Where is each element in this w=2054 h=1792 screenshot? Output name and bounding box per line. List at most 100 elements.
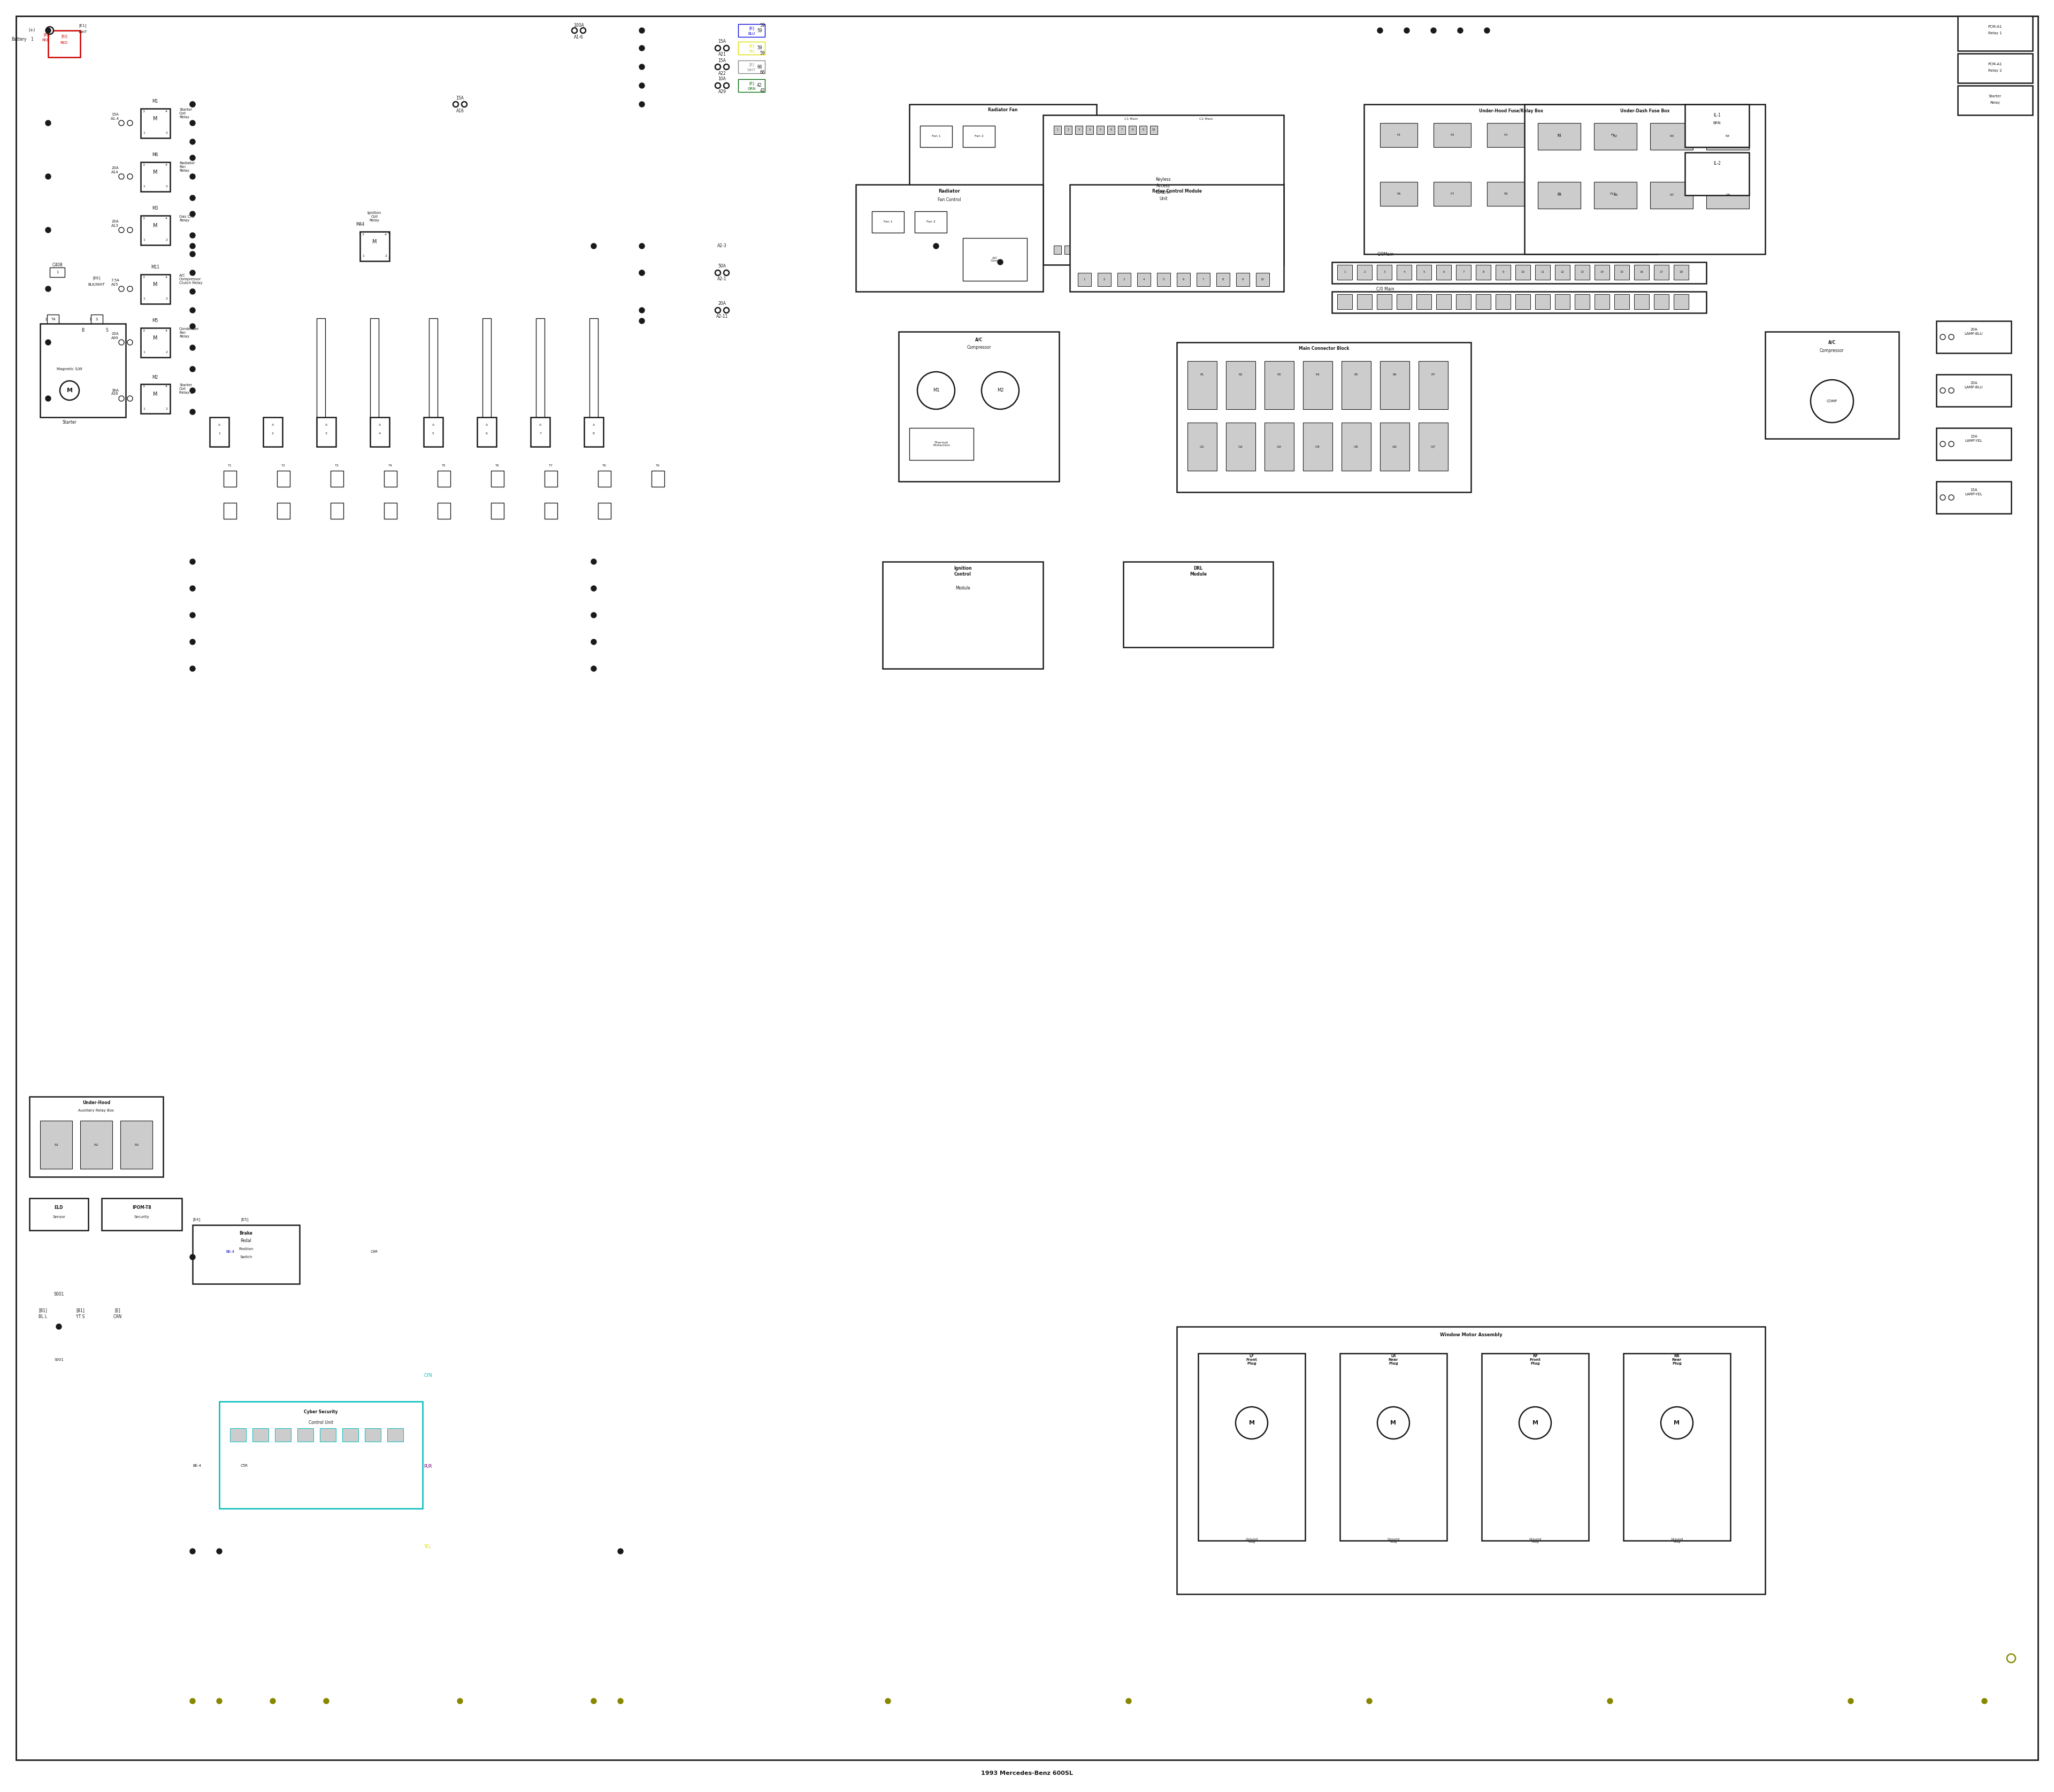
Bar [370, 319, 378, 425]
Text: 8: 8 [594, 432, 596, 435]
Text: R2: R2 [1612, 134, 1619, 138]
Text: A/C: A/C [976, 337, 982, 342]
Text: 15A
LAMP-YEL: 15A LAMP-YEL [1966, 435, 1982, 443]
Text: BRN: BRN [1713, 122, 1721, 125]
Text: LR
Rear
Plug: LR Rear Plug [1389, 1355, 1399, 1366]
Text: Starter
Coil
Relay: Starter Coil Relay [179, 108, 193, 118]
Text: F1: F1 [1397, 133, 1401, 136]
Bar [1197, 272, 1210, 287]
Text: [E]: [E] [115, 1308, 121, 1314]
Circle shape [723, 45, 729, 50]
Bar [29, 1199, 88, 1231]
Text: Q5: Q5 [1354, 446, 1358, 448]
Bar [1376, 265, 1393, 280]
Bar [1635, 294, 1649, 310]
Text: P5: P5 [1354, 373, 1358, 376]
Text: 2: 2 [164, 238, 168, 242]
Text: 2: 2 [164, 407, 168, 410]
Circle shape [1941, 387, 1945, 392]
Text: P6: P6 [1393, 373, 1397, 376]
Bar [316, 319, 325, 425]
Text: M: M [152, 170, 158, 176]
Bar [1516, 294, 1530, 310]
Bar [589, 319, 598, 425]
Bar [1187, 360, 1216, 409]
Text: P7: P7 [1432, 373, 1436, 376]
Circle shape [715, 82, 721, 88]
Bar [1635, 265, 1649, 280]
Bar [1538, 124, 1582, 151]
Text: Ignition
Coil
Relay: Ignition Coil Relay [368, 211, 382, 222]
Circle shape [715, 308, 721, 314]
Text: A16: A16 [456, 108, 464, 113]
Bar [140, 383, 170, 414]
Circle shape [982, 371, 1019, 409]
Bar [210, 418, 228, 446]
Bar [423, 418, 444, 446]
Bar [1337, 265, 1352, 280]
Text: 3: 3 [362, 233, 364, 235]
Text: 3: 3 [359, 233, 362, 235]
Bar [1614, 265, 1629, 280]
Text: BLU: BLU [748, 32, 756, 36]
Text: M1: M1 [933, 389, 939, 392]
Bar [140, 109, 170, 138]
Bar [477, 418, 497, 446]
Text: M: M [152, 335, 158, 340]
Text: 4: 4 [164, 330, 168, 332]
Text: 4: 4 [164, 217, 168, 220]
Text: 3: 3 [144, 109, 146, 113]
Circle shape [458, 1699, 462, 1704]
Bar [1417, 294, 1432, 310]
Text: Cyber Security: Cyber Security [304, 1410, 339, 1414]
Text: A22: A22 [719, 72, 725, 75]
Circle shape [127, 287, 134, 292]
Text: 4: 4 [164, 276, 168, 278]
Text: 17: 17 [1660, 271, 1664, 274]
Bar [1436, 294, 1452, 310]
Bar [384, 504, 396, 520]
Circle shape [45, 29, 51, 34]
Circle shape [189, 140, 195, 145]
Text: Compressor: Compressor [967, 346, 992, 349]
Text: 66: 66 [756, 65, 762, 70]
Circle shape [189, 324, 195, 330]
Text: 4: 4 [164, 385, 168, 389]
Text: 4: 4 [384, 233, 386, 235]
Bar [598, 504, 610, 520]
Text: 13: 13 [1580, 271, 1584, 274]
Circle shape [45, 340, 51, 346]
Text: M3: M3 [152, 206, 158, 211]
Circle shape [1982, 1699, 1986, 1704]
Circle shape [998, 260, 1002, 265]
Circle shape [885, 1699, 891, 1704]
Circle shape [639, 319, 645, 324]
Text: Fan 1: Fan 1 [933, 134, 941, 138]
Text: 59: 59 [756, 47, 762, 50]
Bar [1226, 423, 1255, 471]
Bar [1376, 294, 1393, 310]
Circle shape [454, 102, 458, 108]
Text: R4: R4 [1725, 134, 1729, 138]
Text: F10: F10 [1610, 192, 1616, 195]
Circle shape [189, 244, 195, 249]
Text: Q6: Q6 [1393, 446, 1397, 448]
Circle shape [639, 271, 645, 276]
Text: CYN: CYN [423, 1373, 431, 1378]
Text: 2: 2 [164, 351, 168, 353]
Text: Module: Module [955, 586, 969, 591]
Text: 1: 1 [362, 254, 364, 258]
Circle shape [592, 1699, 596, 1704]
Bar [370, 418, 390, 446]
Text: M: M [1391, 1421, 1397, 1426]
Text: [B1]: [B1] [39, 1308, 47, 1314]
Bar [1540, 124, 1577, 147]
Bar [90, 315, 103, 324]
Text: A: A [218, 425, 220, 426]
Circle shape [119, 120, 123, 125]
Text: Radiator Fan: Radiator Fan [988, 108, 1017, 113]
Bar [1177, 1326, 1764, 1595]
Circle shape [715, 45, 721, 50]
Text: BLK/WHT: BLK/WHT [88, 283, 105, 287]
Circle shape [462, 102, 466, 108]
